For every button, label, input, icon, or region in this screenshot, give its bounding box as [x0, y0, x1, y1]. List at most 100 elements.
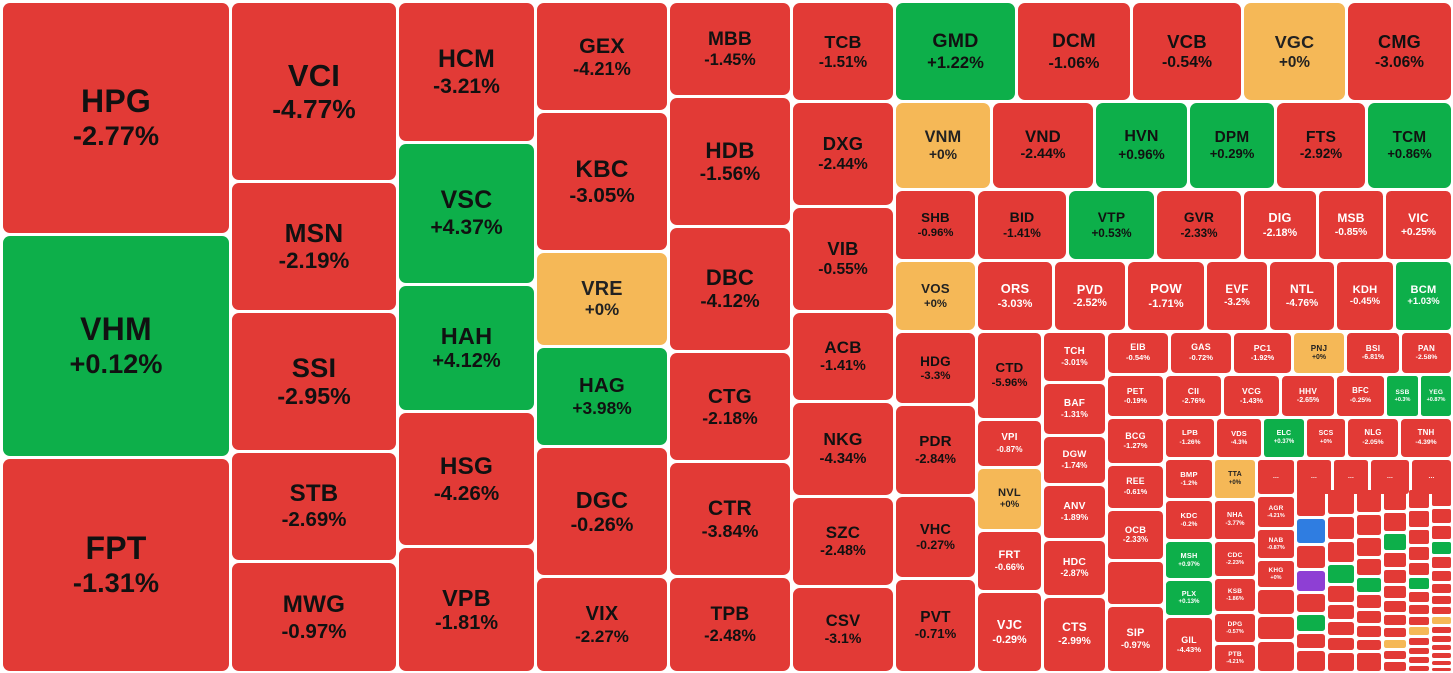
micro-tile[interactable]	[1328, 605, 1354, 619]
tile-MWG[interactable]: MWG -0.97%	[232, 563, 396, 671]
tile-SZC[interactable]: SZC -2.48%	[793, 498, 893, 585]
tile-SSI[interactable]: SSI -2.95%	[232, 313, 396, 450]
tile-BCG[interactable]: BCG -1.27%	[1108, 419, 1163, 463]
tile-BSI[interactable]: BSI -6.81%	[1347, 333, 1399, 373]
tile-VNM[interactable]: VNM +0%	[896, 103, 990, 188]
tile-VIX[interactable]: VIX -2.27%	[537, 578, 667, 671]
tile-HDB[interactable]: HDB -1.56%	[670, 98, 790, 225]
tile-VOS[interactable]: VOS +0%	[896, 262, 975, 330]
micro-tile[interactable]	[1432, 509, 1451, 523]
tile-PVT[interactable]: PVT -0.71%	[896, 580, 975, 671]
tile-CTS[interactable]: CTS -2.99%	[1044, 598, 1105, 671]
tile-VIC[interactable]: VIC +0.25%	[1386, 191, 1451, 259]
tile-VHM[interactable]: VHM +0.12%	[3, 236, 229, 456]
tile-DIG[interactable]: DIG -2.18%	[1244, 191, 1316, 259]
tile-PC1[interactable]: PC1 -1.92%	[1234, 333, 1291, 373]
tile-more[interactable]: ...	[1258, 460, 1294, 494]
micro-tile[interactable]	[1409, 638, 1429, 645]
micro-tile[interactable]	[1328, 542, 1354, 562]
micro-tile[interactable]	[1432, 645, 1451, 650]
tile-HDC[interactable]: HDC -2.87%	[1044, 541, 1105, 595]
tile-POW[interactable]: POW -1.71%	[1128, 262, 1204, 330]
tile-CMG[interactable]: CMG -3.06%	[1348, 3, 1451, 100]
micro-tile[interactable]	[1432, 584, 1451, 593]
micro-tile[interactable]	[1108, 562, 1163, 604]
tile-STB[interactable]: STB -2.69%	[232, 453, 396, 560]
tile-VND[interactable]: VND -2.44%	[993, 103, 1093, 188]
micro-tile[interactable]	[1384, 651, 1406, 659]
micro-tile[interactable]	[1357, 626, 1381, 637]
tile-ORS[interactable]: ORS -3.03%	[978, 262, 1052, 330]
micro-tile[interactable]	[1384, 513, 1406, 531]
tile-NKG[interactable]: NKG -4.34%	[793, 403, 893, 495]
tile-GMD[interactable]: GMD +1.22%	[896, 3, 1015, 100]
tile-TCM[interactable]: TCM +0.86%	[1368, 103, 1451, 188]
micro-tile[interactable]	[1384, 553, 1406, 567]
micro-tile[interactable]	[1357, 578, 1381, 592]
tile-KHG[interactable]: KHG +0%	[1258, 561, 1294, 587]
micro-tile[interactable]	[1409, 511, 1429, 527]
tile-MSN[interactable]: MSN -2.19%	[232, 183, 396, 310]
micro-tile[interactable]	[1297, 546, 1325, 568]
tile-KSB[interactable]: KSB -1.86%	[1215, 579, 1255, 611]
tile-CTR[interactable]: CTR -3.84%	[670, 463, 790, 575]
tile-PDR[interactable]: PDR -2.84%	[896, 406, 975, 494]
micro-tile[interactable]	[1328, 517, 1354, 539]
tile-GVR[interactable]: GVR -2.33%	[1157, 191, 1241, 259]
micro-tile[interactable]	[1297, 634, 1325, 648]
tile-CDC[interactable]: CDC -2.23%	[1215, 542, 1255, 576]
tile-DPG[interactable]: DPG -0.57%	[1215, 614, 1255, 642]
tile-ACB[interactable]: ACB -1.41%	[793, 313, 893, 400]
micro-tile[interactable]	[1328, 638, 1354, 650]
tile-KDC[interactable]: KDC -0.2%	[1166, 501, 1212, 539]
micro-tile[interactable]	[1384, 601, 1406, 612]
micro-tile[interactable]	[1409, 592, 1429, 602]
micro-tile[interactable]	[1409, 563, 1429, 575]
micro-tile[interactable]	[1409, 605, 1429, 614]
tile-PAN[interactable]: PAN -2.58%	[1402, 333, 1451, 373]
tile-DXG[interactable]: DXG -2.44%	[793, 103, 893, 205]
micro-tile[interactable]	[1409, 666, 1429, 671]
tile-VIB[interactable]: VIB -0.55%	[793, 208, 893, 310]
tile-EIB[interactable]: EIB -0.54%	[1108, 333, 1168, 373]
tile-AGR[interactable]: AGR -4.21%	[1258, 497, 1294, 527]
micro-tile[interactable]	[1328, 565, 1354, 583]
micro-tile[interactable]	[1409, 648, 1429, 654]
tile-SSB[interactable]: SSB +0.3%	[1387, 376, 1418, 416]
tile-PVD[interactable]: PVD -2.52%	[1055, 262, 1125, 330]
tile-SHB[interactable]: SHB -0.96%	[896, 191, 975, 259]
micro-tile[interactable]	[1409, 627, 1429, 635]
tile-DCM[interactable]: DCM -1.06%	[1018, 3, 1130, 100]
tile-TTA[interactable]: TTA +0%	[1215, 460, 1255, 498]
tile-more[interactable]: ...	[1297, 460, 1331, 494]
tile-KBC[interactable]: KBC -3.05%	[537, 113, 667, 250]
micro-tile[interactable]	[1432, 653, 1451, 658]
tile-FPT[interactable]: FPT -1.31%	[3, 459, 229, 671]
tile-VSC[interactable]: VSC +4.37%	[399, 144, 534, 283]
micro-tile[interactable]	[1432, 661, 1451, 665]
tile-TCH[interactable]: TCH -3.01%	[1044, 333, 1105, 381]
tile-VHC[interactable]: VHC -0.27%	[896, 497, 975, 577]
tile-CTD[interactable]: CTD -5.96%	[978, 333, 1041, 418]
micro-tile[interactable]	[1384, 615, 1406, 625]
micro-tile[interactable]	[1357, 653, 1381, 671]
tile-HCM[interactable]: HCM -3.21%	[399, 3, 534, 141]
tile-VCB[interactable]: VCB -0.54%	[1133, 3, 1241, 100]
micro-tile[interactable]	[1432, 526, 1451, 539]
micro-tile[interactable]	[1384, 640, 1406, 648]
micro-tile[interactable]	[1432, 542, 1451, 554]
micro-tile[interactable]	[1409, 547, 1429, 560]
tile-EVF[interactable]: EVF -3.2%	[1207, 262, 1267, 330]
tile-VGC[interactable]: VGC +0%	[1244, 3, 1345, 100]
micro-tile[interactable]	[1409, 617, 1429, 625]
tile-MSH[interactable]: MSH +0.97%	[1166, 542, 1212, 578]
micro-tile[interactable]	[1297, 651, 1325, 671]
tile-VPI[interactable]: VPI -0.87%	[978, 421, 1041, 466]
micro-tile[interactable]	[1357, 595, 1381, 608]
micro-tile[interactable]	[1409, 530, 1429, 544]
tile-HHV[interactable]: HHV -2.65%	[1282, 376, 1334, 416]
tile-TCB[interactable]: TCB -1.51%	[793, 3, 893, 100]
micro-tile[interactable]	[1297, 519, 1325, 543]
micro-tile[interactable]	[1409, 578, 1429, 589]
tile-BFC[interactable]: BFC -0.25%	[1337, 376, 1384, 416]
